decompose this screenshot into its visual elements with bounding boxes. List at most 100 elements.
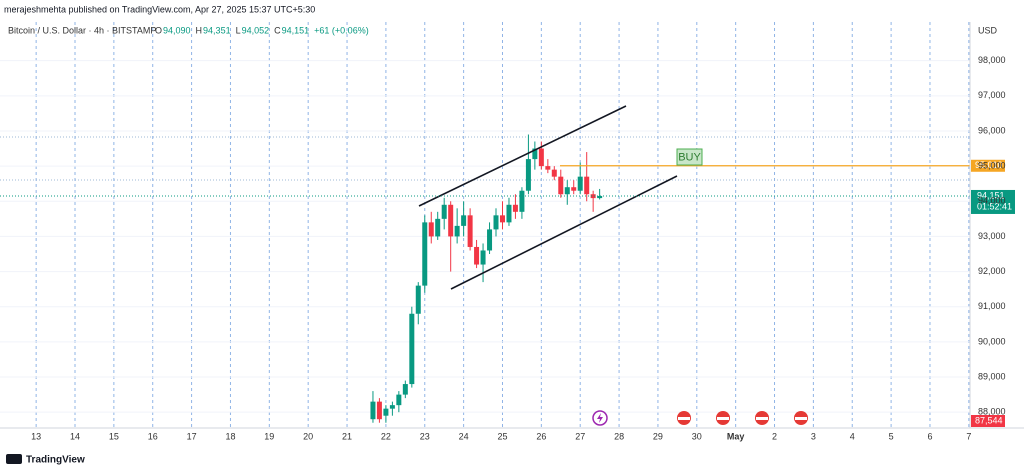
y-tick-label: 90,000: [978, 336, 1006, 346]
candle-body: [597, 195, 603, 199]
x-tick-label: 18: [225, 431, 235, 441]
x-tick-label: 13: [31, 431, 41, 441]
event-icons: [592, 410, 808, 426]
candle-body: [461, 215, 467, 226]
candle-body: [499, 215, 505, 223]
last-price-label: 94,151: [977, 190, 1005, 200]
candle-body: [577, 176, 583, 191]
x-tick-label: 23: [420, 431, 430, 441]
x-tick-label: 22: [381, 431, 391, 441]
footer: TradingView: [26, 455, 85, 466]
y-tick-label: 93,000: [978, 231, 1006, 241]
legend-value: +61 (+0.06%): [314, 25, 369, 35]
y-tick-label: 92,000: [978, 266, 1006, 276]
candle-body: [545, 166, 551, 170]
y-tick-label: 88,000: [978, 407, 1006, 417]
buy-box: [676, 148, 703, 166]
y-tick-label: 97,000: [978, 90, 1006, 100]
candle-body: [512, 204, 518, 212]
candle-body: [467, 215, 473, 247]
candle-body: [422, 222, 428, 286]
legend-key: C: [274, 25, 281, 35]
legend-value: 94,151: [282, 25, 310, 35]
x-tick-label: 21: [342, 431, 352, 441]
countdown: 01:52:41: [977, 201, 1012, 211]
x-tick-label: 27: [575, 431, 585, 441]
candle-body: [558, 176, 564, 195]
x-tick-label: 28: [614, 431, 624, 441]
x-tick-label: 4: [850, 431, 855, 441]
candle-body: [448, 204, 454, 237]
logo: [6, 454, 22, 464]
x-tick-label: 15: [109, 431, 119, 441]
grid: [0, 22, 970, 428]
channel-lower: [450, 175, 678, 290]
candle-body: [519, 190, 525, 212]
legend-key: L: [236, 25, 241, 35]
candle-body: [383, 408, 389, 416]
legend-value: 94,090: [163, 25, 191, 35]
candle-body: [590, 194, 596, 199]
y-tick-label: 89,000: [978, 371, 1006, 381]
x-tick-label: 30: [692, 431, 702, 441]
candle-body: [454, 225, 460, 237]
channel-upper: [418, 105, 627, 207]
currency: USD: [978, 25, 998, 35]
candle-body: [551, 169, 557, 177]
legend-value: 94,351: [203, 25, 231, 35]
candle-body: [564, 187, 570, 195]
x-tick-label: 25: [497, 431, 507, 441]
buy-level-tag: [971, 159, 1005, 172]
x-tick-label: 14: [70, 431, 80, 441]
x-tick-label: 17: [187, 431, 197, 441]
x-tick-label: 7: [966, 431, 971, 441]
candle-body: [376, 401, 382, 420]
candle-body: [441, 204, 447, 219]
candle-body: [493, 215, 499, 230]
legend-value: 94,052: [242, 25, 270, 35]
y-tick-label: 94,000: [978, 196, 1006, 206]
x-tick-label: 5: [889, 431, 894, 441]
y-tick-label: 98,000: [978, 55, 1006, 65]
x-tick-label: 24: [459, 431, 469, 441]
candle-body: [396, 394, 402, 406]
low-marker-label: 87,544: [975, 415, 1003, 425]
y-tick-label: 95,000: [978, 160, 1006, 170]
candle-body: [538, 148, 544, 167]
axes: 13 14 15 16 17 18 19 20 21 22 23 24 25 26 27 28 29 30 May 2…: [31, 55, 1005, 441]
candle-body: [409, 313, 415, 385]
candle-body: [480, 250, 486, 265]
candle-body: [525, 159, 531, 191]
candle-body: [474, 246, 480, 265]
candle-body: [428, 222, 434, 237]
candle-body: [584, 176, 590, 195]
symbol: Bitcoin / U.S. Dollar · 4h · BITSTAMP: [8, 25, 156, 35]
x-tick-label: 29: [653, 431, 663, 441]
candle-body: [402, 384, 408, 395]
candle-body: [532, 148, 538, 160]
buy-annotation: BUY: [678, 151, 701, 163]
candle-body: [571, 187, 577, 191]
publisher: merajeshmehta published on TradingView.c…: [4, 4, 315, 14]
x-tick-label: 6: [927, 431, 932, 441]
candle-body: [435, 218, 441, 237]
legend-key: O: [155, 25, 162, 35]
last-price-tag: [971, 189, 1015, 214]
x-tick-label: 3: [811, 431, 816, 441]
candle-body: [506, 204, 512, 223]
x-tick-label: 19: [264, 431, 274, 441]
legend-key: H: [196, 25, 203, 35]
low-marker-tag: [971, 415, 1005, 427]
candle-body: [389, 405, 395, 409]
x-tick-label: 20: [303, 431, 313, 441]
ohlc-legend: O 94,090 H 94,351 L 94,052 C 94,151 +61 (+0.06%): [155, 25, 369, 35]
candle-body: [487, 229, 493, 251]
x-tick-label: 2: [772, 431, 777, 441]
candles: [370, 134, 603, 423]
candle-body: [370, 401, 376, 420]
candle-body: [415, 285, 421, 314]
x-tick-label: May: [727, 431, 745, 441]
buy-level-label: 95,010: [975, 160, 1003, 170]
